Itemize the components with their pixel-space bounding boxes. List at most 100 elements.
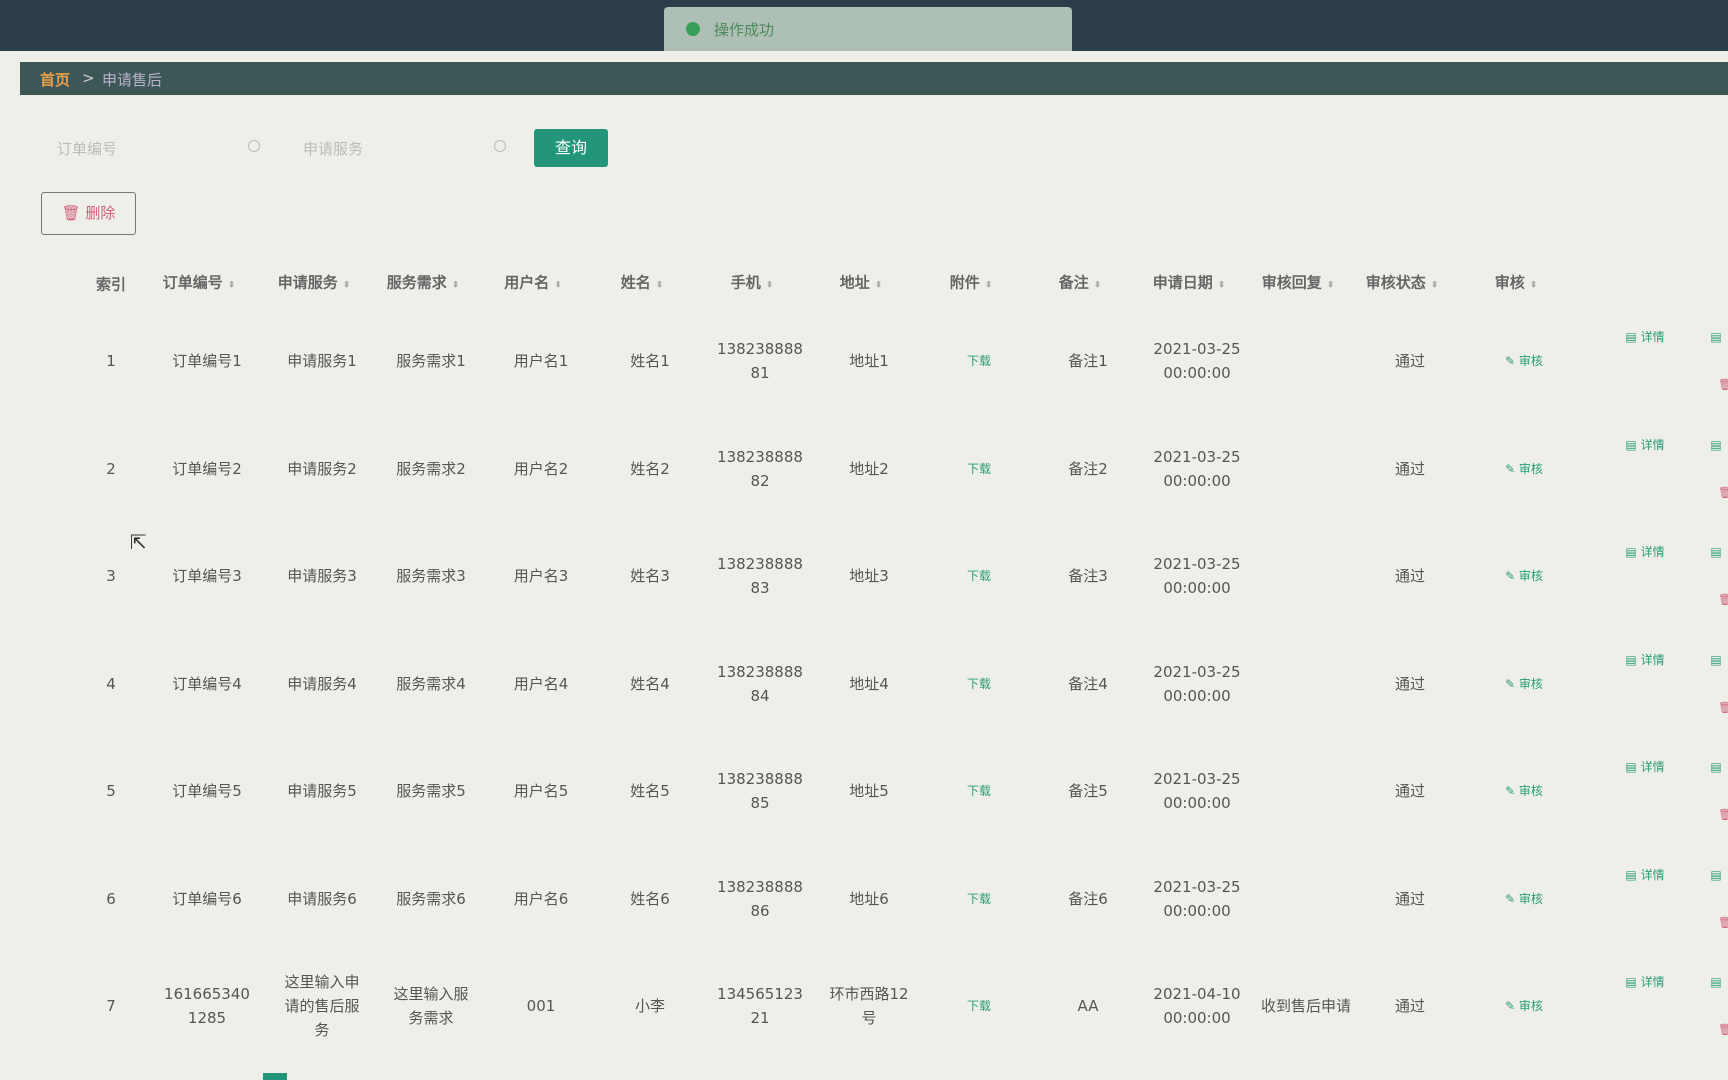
detail-link[interactable]: ▤ 详情: [1625, 867, 1665, 882]
cell: 通过: [1394, 782, 1425, 800]
column-header[interactable]: 附件 ⬍: [950, 272, 993, 293]
delete-icon[interactable]: 🗑: [1718, 1023, 1728, 1036]
row-link[interactable]: ✎ 审核: [1505, 461, 1543, 476]
column-header[interactable]: 审核状态 ⬍: [1366, 272, 1439, 293]
sort-icon[interactable]: ⬍: [874, 280, 883, 291]
sort-icon[interactable]: ⬍: [1430, 280, 1439, 291]
column-header[interactable]: 订单编号 ⬍: [163, 272, 236, 293]
cell: 用户名5: [513, 782, 569, 800]
sort-icon[interactable]: ⬍: [1326, 280, 1335, 291]
cell: 这里输入申请的售后服务: [284, 973, 360, 1039]
edit-icon[interactable]: ▤: [1710, 652, 1722, 667]
column-header[interactable]: 用户名 ⬍: [504, 272, 562, 293]
row-link[interactable]: 下载: [966, 784, 991, 798]
cell: 姓名4: [630, 674, 670, 693]
cell: 服务需求4: [396, 674, 466, 693]
delete-icon[interactable]: 🗑: [1718, 485, 1728, 499]
header-text: 备注: [1058, 273, 1089, 292]
edit-icon[interactable]: ▤: [1710, 760, 1722, 774]
header-text: 地址: [839, 273, 870, 292]
cell: 订单编号5: [172, 782, 242, 800]
cell: 地址5: [849, 782, 889, 800]
edit-icon[interactable]: ▤: [1710, 437, 1722, 452]
column-header[interactable]: 申请日期 ⬍: [1153, 272, 1226, 293]
detail-link[interactable]: ▤ 详情: [1625, 652, 1665, 667]
order-input[interactable]: 订单编号: [44, 130, 270, 164]
row-link[interactable]: 下载: [966, 461, 991, 476]
cell: 申请服务6: [287, 889, 357, 908]
sort-icon[interactable]: ⬍: [342, 280, 351, 291]
column-header[interactable]: 服务需求 ⬍: [387, 272, 460, 293]
sort-icon[interactable]: ⬍: [1217, 280, 1226, 291]
edit-icon[interactable]: ▤: [1710, 330, 1722, 344]
pagination-current[interactable]: [263, 1073, 287, 1080]
sort-icon[interactable]: ⬍: [765, 280, 774, 291]
row-link[interactable]: 下载: [966, 676, 991, 691]
service-input[interactable]: 申请服务: [290, 130, 516, 164]
delete-icon[interactable]: 🗑: [1718, 700, 1728, 714]
detail-link[interactable]: ▤ 详情: [1625, 437, 1665, 452]
search-icon: [494, 140, 506, 152]
header-text: 审核状态: [1365, 273, 1426, 292]
header-text: 审核: [1494, 273, 1525, 292]
column-header[interactable]: 审核 ⬍: [1495, 272, 1538, 293]
cell: 申请服务5: [287, 782, 357, 800]
edit-icon[interactable]: ▤: [1710, 975, 1722, 989]
column-header[interactable]: 索引: [96, 274, 126, 295]
cell: 2021-03-25 00:00:00: [1153, 340, 1241, 382]
cell: 姓名5: [630, 782, 670, 800]
cell: 用户名3: [513, 567, 569, 585]
cell: 订单编号1: [172, 352, 242, 370]
sort-icon[interactable]: ⬍: [984, 280, 993, 291]
row-link[interactable]: 下载: [966, 569, 991, 583]
detail-link[interactable]: ▤ 详情: [1625, 975, 1665, 989]
sort-icon[interactable]: ⬍: [227, 280, 236, 291]
delete-icon[interactable]: 🗑: [1718, 593, 1728, 606]
delete-icon[interactable]: 🗑: [1718, 808, 1728, 821]
cell: 5: [106, 782, 116, 800]
row-link[interactable]: ✎ 审核: [1505, 676, 1543, 691]
sort-icon[interactable]: ⬍: [554, 280, 562, 291]
detail-link[interactable]: ▤ 详情: [1625, 760, 1665, 774]
row-link[interactable]: ✎ 审核: [1505, 891, 1543, 906]
cell: 用户名1: [513, 352, 569, 370]
cell: 1: [106, 352, 116, 370]
column-header[interactable]: 审核回复 ⬍: [1262, 272, 1335, 293]
query-button[interactable]: 查询: [534, 129, 608, 167]
row-link[interactable]: 下载: [966, 999, 991, 1013]
detail-link[interactable]: ▤ 详情: [1625, 545, 1665, 559]
cell: 姓名1: [630, 352, 670, 370]
cell: 2021-03-25 00:00:00: [1153, 662, 1241, 705]
edit-icon[interactable]: ▤: [1710, 545, 1722, 559]
column-header[interactable]: 手机 ⬍: [731, 272, 774, 293]
row-link[interactable]: ✎ 审核: [1505, 354, 1543, 368]
header-text: 姓名: [620, 273, 651, 292]
sort-icon[interactable]: ⬍: [451, 280, 460, 291]
detail-link[interactable]: ▤ 详情: [1625, 330, 1665, 344]
column-header[interactable]: 申请服务 ⬍: [278, 272, 351, 293]
row-link[interactable]: ✎ 审核: [1505, 999, 1543, 1013]
delete-icon[interactable]: 🗑: [1718, 915, 1728, 929]
sort-icon[interactable]: ⬍: [1529, 280, 1538, 291]
column-header[interactable]: 地址 ⬍: [840, 272, 883, 293]
column-header[interactable]: 备注 ⬍: [1059, 272, 1102, 293]
sort-icon[interactable]: ⬍: [1093, 280, 1102, 291]
row-link[interactable]: ✎ 审核: [1505, 569, 1543, 583]
cell: 2021-03-25 00:00:00: [1153, 447, 1241, 490]
breadcrumb-home[interactable]: 首页: [40, 71, 71, 89]
sort-icon[interactable]: ⬍: [655, 280, 664, 291]
edit-icon[interactable]: ▤: [1710, 867, 1722, 882]
cell: 地址1: [849, 352, 889, 370]
header-text: 服务需求: [386, 273, 447, 292]
row-link[interactable]: 下载: [966, 354, 991, 368]
cursor: ⇱: [130, 530, 147, 554]
cell: 这里输入服务需求: [393, 985, 469, 1027]
column-header[interactable]: 姓名 ⬍: [621, 272, 664, 293]
delete-button[interactable]: 🗑 删除: [41, 192, 136, 235]
cell: 备注4: [1068, 674, 1108, 693]
cell: 用户名6: [513, 889, 569, 908]
row-link[interactable]: ✎ 审核: [1505, 784, 1543, 798]
delete-icon[interactable]: 🗑: [1718, 378, 1728, 391]
row-link[interactable]: 下载: [966, 891, 991, 906]
header-text: 附件: [949, 273, 980, 292]
